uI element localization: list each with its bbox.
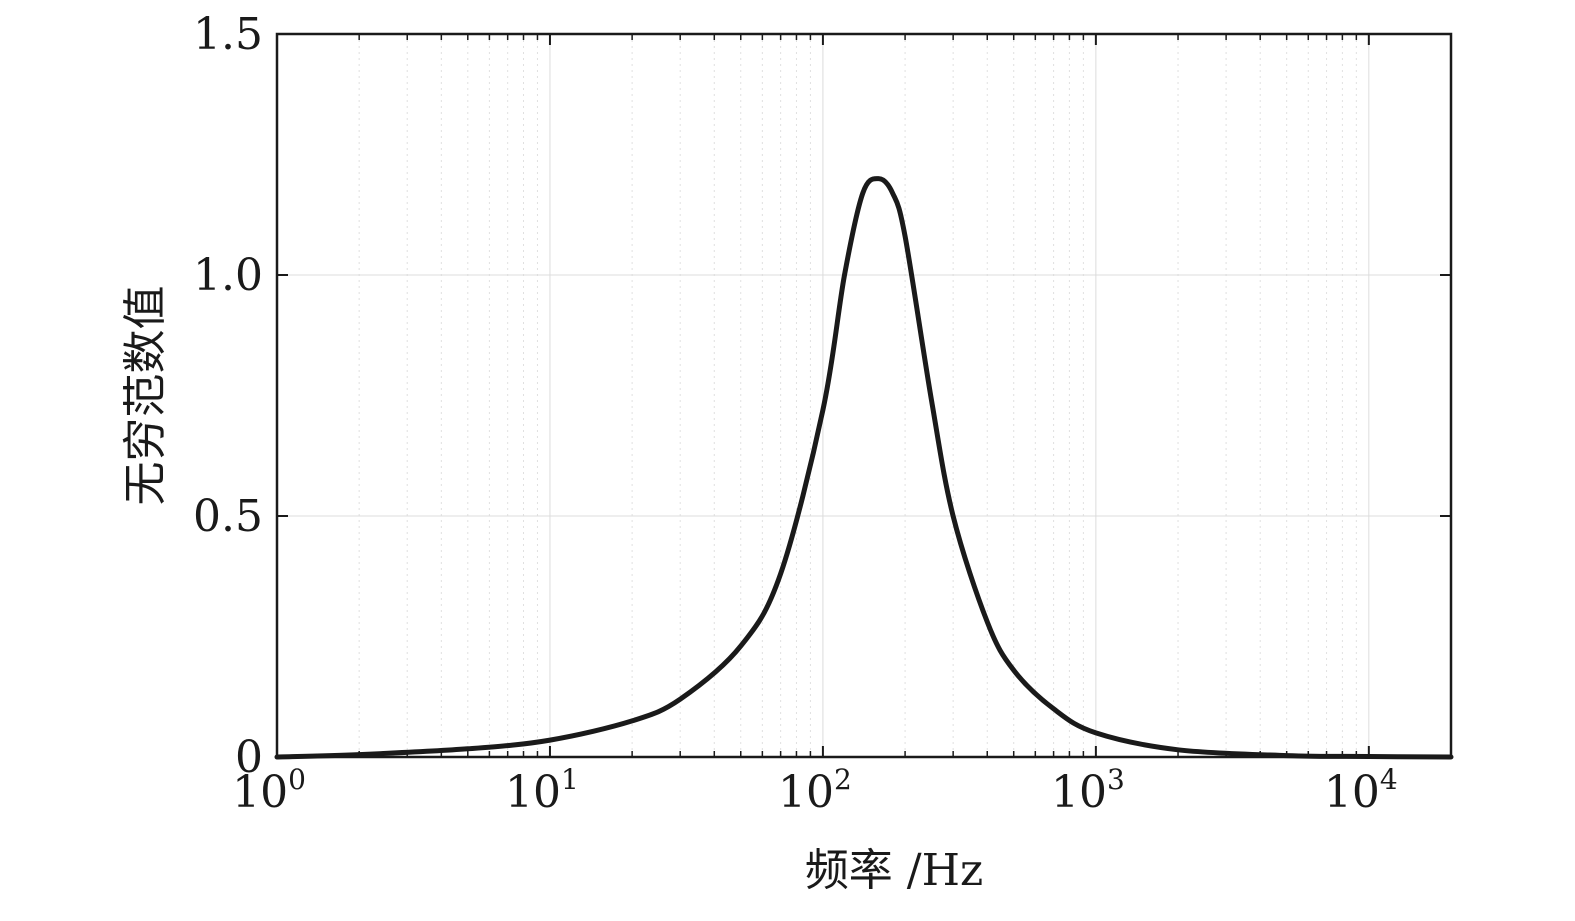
x-tick-label: 103 [1051, 763, 1125, 818]
plot-frame [275, 32, 1453, 759]
ticks [276, 33, 1451, 758]
x-tick-exponent: 1 [561, 763, 579, 796]
curve-layer [274, 176, 1454, 760]
x-tick-label: 102 [778, 763, 852, 818]
x-tick-label: 104 [1324, 763, 1398, 818]
x-tick-exponent: 3 [1107, 763, 1125, 796]
y-axis-title: 无穷范数值 [120, 286, 171, 506]
y-tick-label: 0.5 [193, 491, 263, 542]
x-tick-exponent: 0 [288, 763, 306, 796]
x-tick-exponent: 4 [1380, 763, 1398, 796]
y-tick-label: 1.0 [193, 250, 263, 301]
y-tick-label: 1.5 [193, 9, 263, 60]
x-tick-label: 101 [505, 763, 579, 818]
grid [276, 34, 1451, 757]
y-tick-label: 0 [235, 732, 263, 783]
x-tick-exponent: 2 [834, 763, 852, 796]
x-axis-title: 频率 /Hz [805, 845, 983, 896]
series-line [274, 176, 1454, 760]
